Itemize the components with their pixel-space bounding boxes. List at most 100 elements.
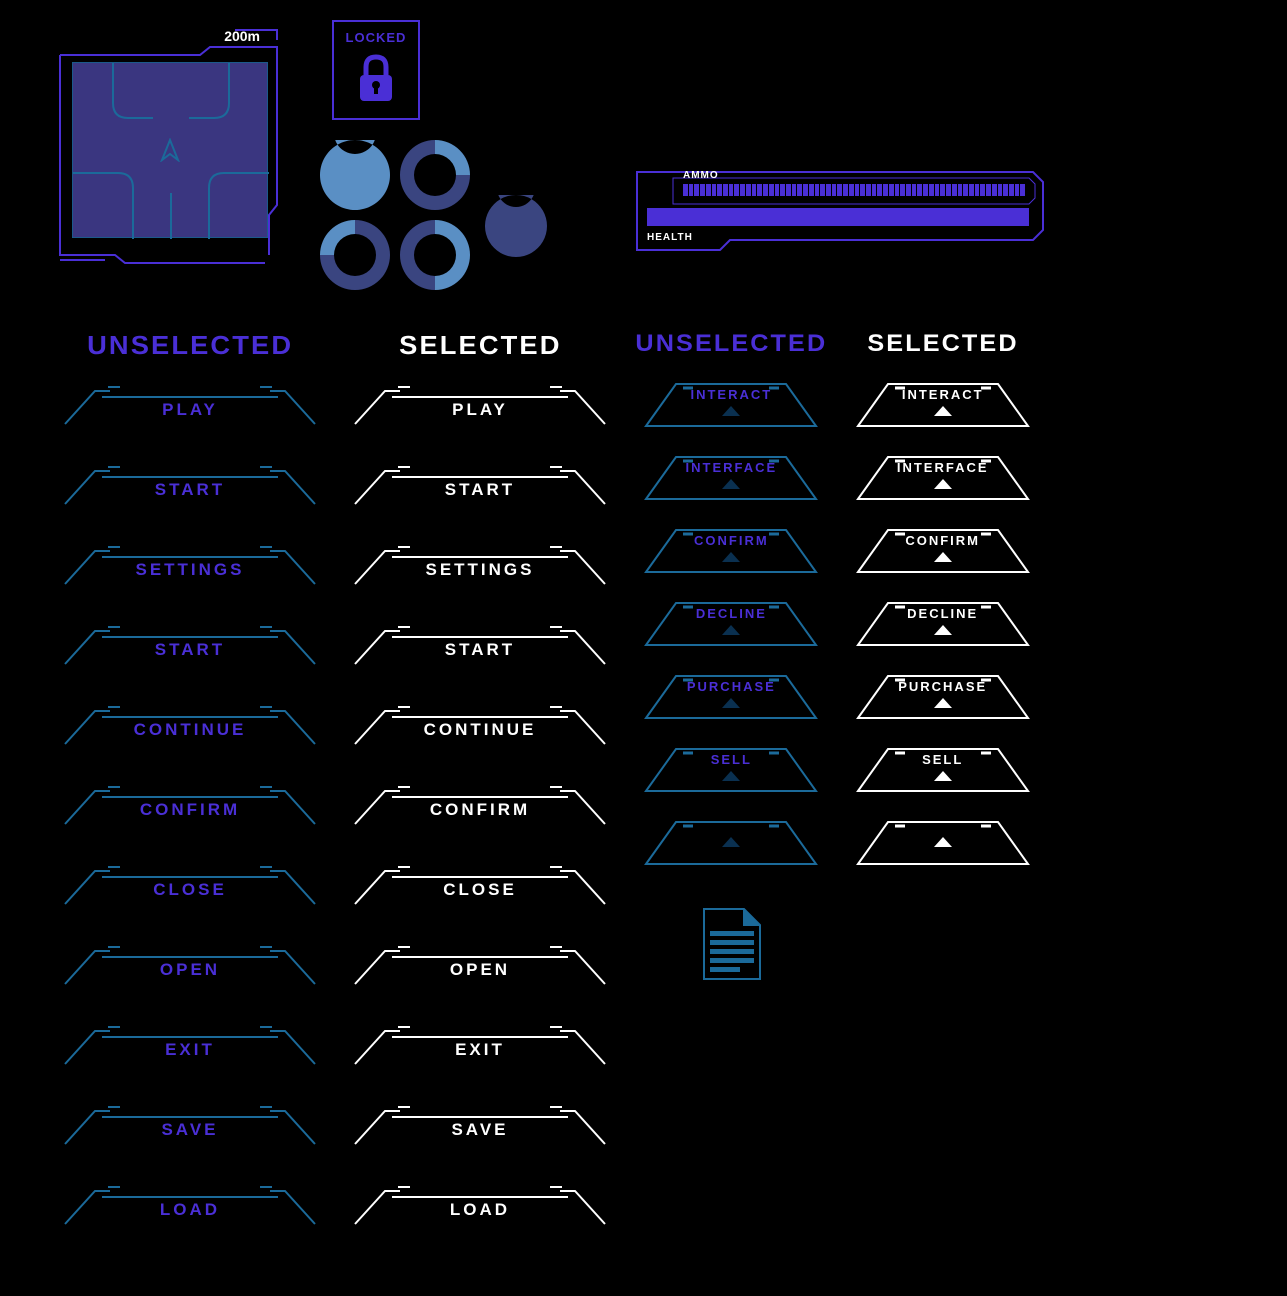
menu-button-continue[interactable]: CONTINUE <box>350 699 610 749</box>
ammo-segment <box>912 184 917 196</box>
col-wide-selected: SELECTED PLAY START SETTINGS START CONTI… <box>350 330 610 1259</box>
button-label: PURCHASE <box>687 679 776 694</box>
menu-button-close[interactable]: CLOSE <box>60 859 320 909</box>
button-label: EXIT <box>455 1040 505 1060</box>
button-label: START <box>155 480 225 500</box>
ammo-segment <box>820 184 825 196</box>
ammo-segment <box>980 184 985 196</box>
button-label: INTERFACE <box>686 460 778 475</box>
col-small-selected: SELECTED INTERACT INTERFACE CONFIRM DECL… <box>853 330 1033 1259</box>
menu-button-confirm[interactable]: CONFIRM <box>60 779 320 829</box>
arrow-up-icon <box>722 406 740 416</box>
menu-button-settings[interactable]: SETTINGS <box>350 539 610 589</box>
menu-button-load[interactable]: LOAD <box>60 1179 320 1229</box>
ammo-segments <box>683 184 1025 196</box>
menu-button-load[interactable]: LOAD <box>350 1179 610 1229</box>
menu-button-open[interactable]: OPEN <box>350 939 610 989</box>
button-label: INTERACT <box>690 387 772 402</box>
arrow-up-icon <box>934 552 952 562</box>
arrow-up-icon <box>722 625 740 635</box>
button-label: SETTINGS <box>425 560 534 580</box>
ammo-segment <box>963 184 968 196</box>
ammo-segment <box>734 184 739 196</box>
action-button-decline[interactable]: DECLINE <box>641 595 821 650</box>
action-button-interface[interactable]: INTERFACE <box>853 449 1033 504</box>
ammo-segment <box>837 184 842 196</box>
ammo-segment <box>780 184 785 196</box>
menu-button-close[interactable]: CLOSE <box>350 859 610 909</box>
ammo-segment <box>792 184 797 196</box>
button-label: CONFIRM <box>905 533 980 548</box>
action-button-purchase[interactable]: PURCHASE <box>853 668 1033 723</box>
ammo-segment <box>1020 184 1025 196</box>
menu-button-start[interactable]: START <box>350 619 610 669</box>
button-label: SETTINGS <box>135 560 244 580</box>
button-label: START <box>445 640 515 660</box>
action-button-purchase[interactable]: PURCHASE <box>641 668 821 723</box>
ammo-segment <box>952 184 957 196</box>
action-button-decline[interactable]: DECLINE <box>853 595 1033 650</box>
lock-icon <box>354 53 398 105</box>
ammo-segment <box>832 184 837 196</box>
ammo-segment <box>895 184 900 196</box>
button-label: PLAY <box>452 400 508 420</box>
menu-button-exit[interactable]: EXIT <box>350 1019 610 1069</box>
ammo-segment <box>1003 184 1008 196</box>
ammo-segment <box>900 184 905 196</box>
menu-button-continue[interactable]: CONTINUE <box>60 699 320 749</box>
button-label: DECLINE <box>696 606 767 621</box>
menu-button-exit[interactable]: EXIT <box>60 1019 320 1069</box>
ammo-segment <box>866 184 871 196</box>
button-label: CONFIRM <box>430 800 530 820</box>
arrow-up-icon <box>934 479 952 489</box>
health-fill <box>648 209 1028 225</box>
arrow-up-icon <box>722 837 740 847</box>
action-button-sell[interactable]: SELL <box>641 741 821 796</box>
button-label: LOAD <box>160 1200 220 1220</box>
arrow-up-icon <box>934 771 952 781</box>
ammo-segment <box>855 184 860 196</box>
ammo-segment <box>1015 184 1020 196</box>
ammo-segment <box>849 184 854 196</box>
arrow-up-icon <box>722 552 740 562</box>
menu-button-save[interactable]: SAVE <box>60 1099 320 1149</box>
ammo-segment <box>872 184 877 196</box>
document-icon <box>700 905 764 983</box>
minimap-display <box>72 62 268 238</box>
button-label: OPEN <box>160 960 220 980</box>
action-button-blank[interactable] <box>641 814 821 869</box>
ammo-segment <box>815 184 820 196</box>
ammo-segment <box>969 184 974 196</box>
arrow-up-icon <box>934 837 952 847</box>
arrow-up-icon <box>934 625 952 635</box>
menu-button-start[interactable]: START <box>60 619 320 669</box>
menu-button-open[interactable]: OPEN <box>60 939 320 989</box>
progress-ring <box>320 220 390 290</box>
arrow-up-icon <box>722 698 740 708</box>
action-button-interact[interactable]: INTERACT <box>641 376 821 431</box>
ammo-segment <box>803 184 808 196</box>
action-button-interface[interactable]: INTERFACE <box>641 449 821 504</box>
action-button-sell[interactable]: SELL <box>853 741 1033 796</box>
menu-button-save[interactable]: SAVE <box>350 1099 610 1149</box>
col-header: SELECTED <box>867 330 1018 358</box>
wide-selected-list: PLAY START SETTINGS START CONTINUE CONFI… <box>350 379 610 1259</box>
action-button-confirm[interactable]: CONFIRM <box>641 522 821 577</box>
health-bar <box>647 208 1029 226</box>
ammo-segment <box>946 184 951 196</box>
progress-ring <box>400 220 470 290</box>
button-label: SAVE <box>451 1120 508 1140</box>
action-button-confirm[interactable]: CONFIRM <box>853 522 1033 577</box>
ammo-label: AMMO <box>683 170 719 181</box>
menu-button-start[interactable]: START <box>350 459 610 509</box>
action-button-blank[interactable] <box>853 814 1033 869</box>
menu-button-play[interactable]: PLAY <box>60 379 320 429</box>
button-label: INTERACT <box>902 387 984 402</box>
col-wide-unselected: UNSELECTED PLAY START SETTINGS START CON… <box>60 330 320 1259</box>
ammo-segment <box>1009 184 1014 196</box>
menu-button-confirm[interactable]: CONFIRM <box>350 779 610 829</box>
menu-button-start[interactable]: START <box>60 459 320 509</box>
menu-button-settings[interactable]: SETTINGS <box>60 539 320 589</box>
action-button-interact[interactable]: INTERACT <box>853 376 1033 431</box>
menu-button-play[interactable]: PLAY <box>350 379 610 429</box>
